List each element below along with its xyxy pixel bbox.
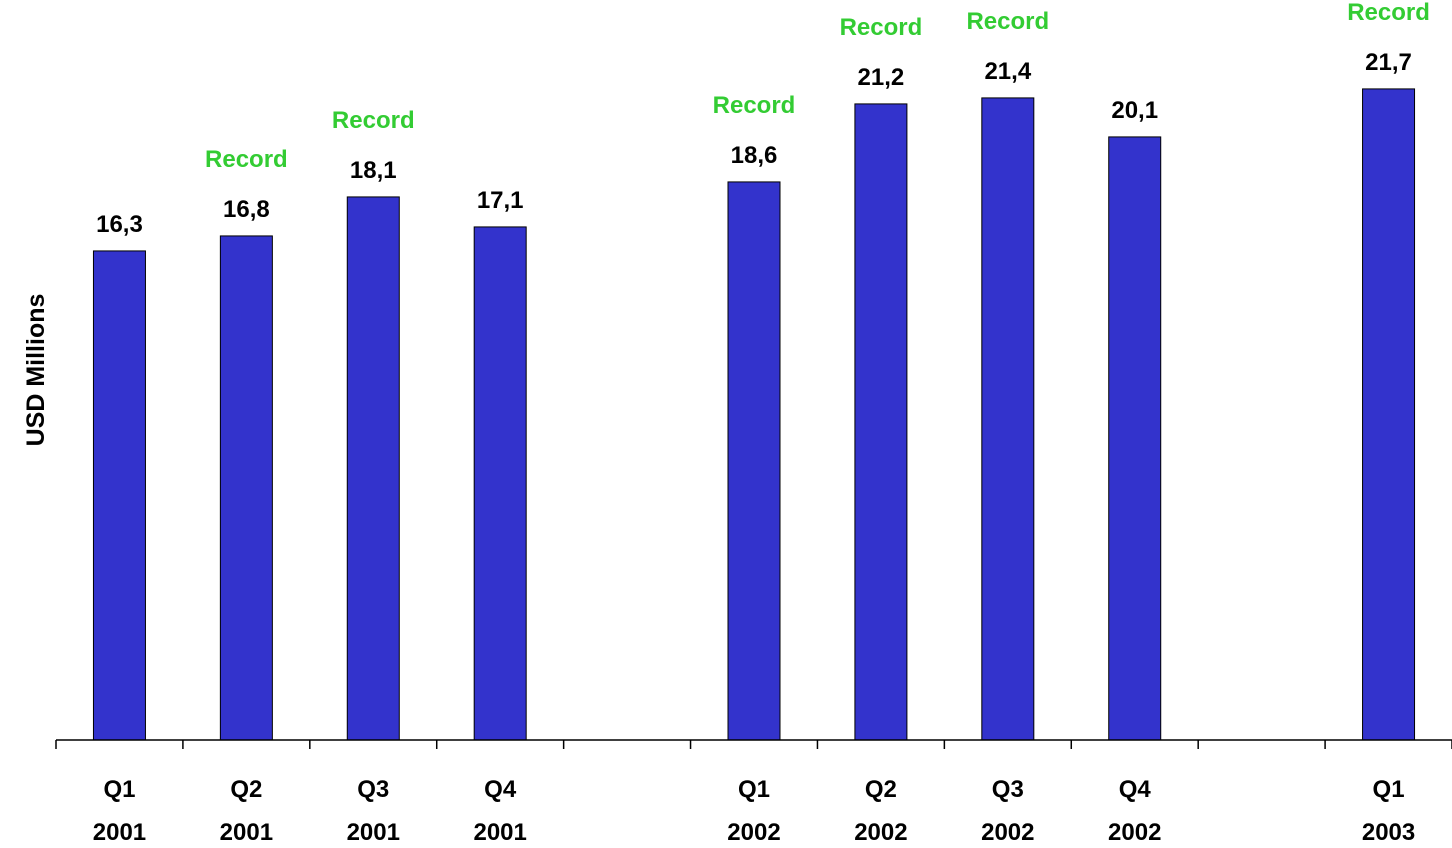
labels-group: 16,3 16,8 Record 18,1 Record 17,1 18,6 Record 21… <box>96 0 1430 238</box>
x-tick-label-year: 2001 <box>93 819 146 846</box>
bar <box>346 196 400 741</box>
x-tick-label-quarter: Q3 <box>992 776 1024 803</box>
record-annotation: Record <box>713 92 796 119</box>
value-label: 16,3 <box>96 211 143 238</box>
bar <box>727 181 781 741</box>
value-label: 18,1 <box>350 157 397 184</box>
x-tick-label-quarter: Q2 <box>230 776 262 803</box>
bar <box>92 250 146 741</box>
x-tick-label-year: 2002 <box>1108 819 1161 846</box>
value-label: 17,1 <box>477 187 524 214</box>
value-label: 21,7 <box>1365 49 1412 76</box>
x-tick-label-quarter: Q4 <box>1119 776 1152 803</box>
bar <box>1108 136 1162 741</box>
value-label: 20,1 <box>1111 97 1158 124</box>
record-annotation: Record <box>332 107 415 134</box>
x-tick-label-year: 2002 <box>727 819 780 846</box>
bar <box>854 103 908 741</box>
x-tick-label-year: 2001 <box>220 819 273 846</box>
x-tick-label-year: 2001 <box>473 819 526 846</box>
record-annotation: Record <box>1347 0 1430 26</box>
record-annotation: Record <box>966 8 1049 35</box>
bars-group <box>92 88 1416 741</box>
bar <box>219 235 273 741</box>
value-label: 16,8 <box>223 196 270 223</box>
x-tick-label-year: 2003 <box>1362 819 1415 846</box>
x-tick-label-quarter: Q1 <box>1373 776 1405 803</box>
value-label: 21,2 <box>858 64 905 91</box>
record-annotation: Record <box>840 14 923 41</box>
x-tick-label-quarter: Q1 <box>738 776 770 803</box>
value-label: 21,4 <box>984 58 1031 85</box>
x-axis: Q1 2001 Q2 2001 Q3 2001 Q4 2001 Q1 2002 Q2 2002 Q3 20… <box>55 739 1452 846</box>
bar <box>981 97 1035 741</box>
x-tick-label-quarter: Q3 <box>357 776 389 803</box>
x-tick-label-year: 2002 <box>854 819 907 846</box>
record-annotation: Record <box>205 146 288 173</box>
x-tick-label-year: 2002 <box>981 819 1034 846</box>
x-tick-label-quarter: Q4 <box>484 776 517 803</box>
x-tick-label-quarter: Q2 <box>865 776 897 803</box>
y-axis-title: USD Millions <box>22 294 50 447</box>
x-tick-label-quarter: Q1 <box>103 776 135 803</box>
bar <box>1362 88 1416 741</box>
x-tick-label-year: 2001 <box>347 819 400 846</box>
bar <box>473 226 527 741</box>
value-label: 18,6 <box>731 142 778 169</box>
